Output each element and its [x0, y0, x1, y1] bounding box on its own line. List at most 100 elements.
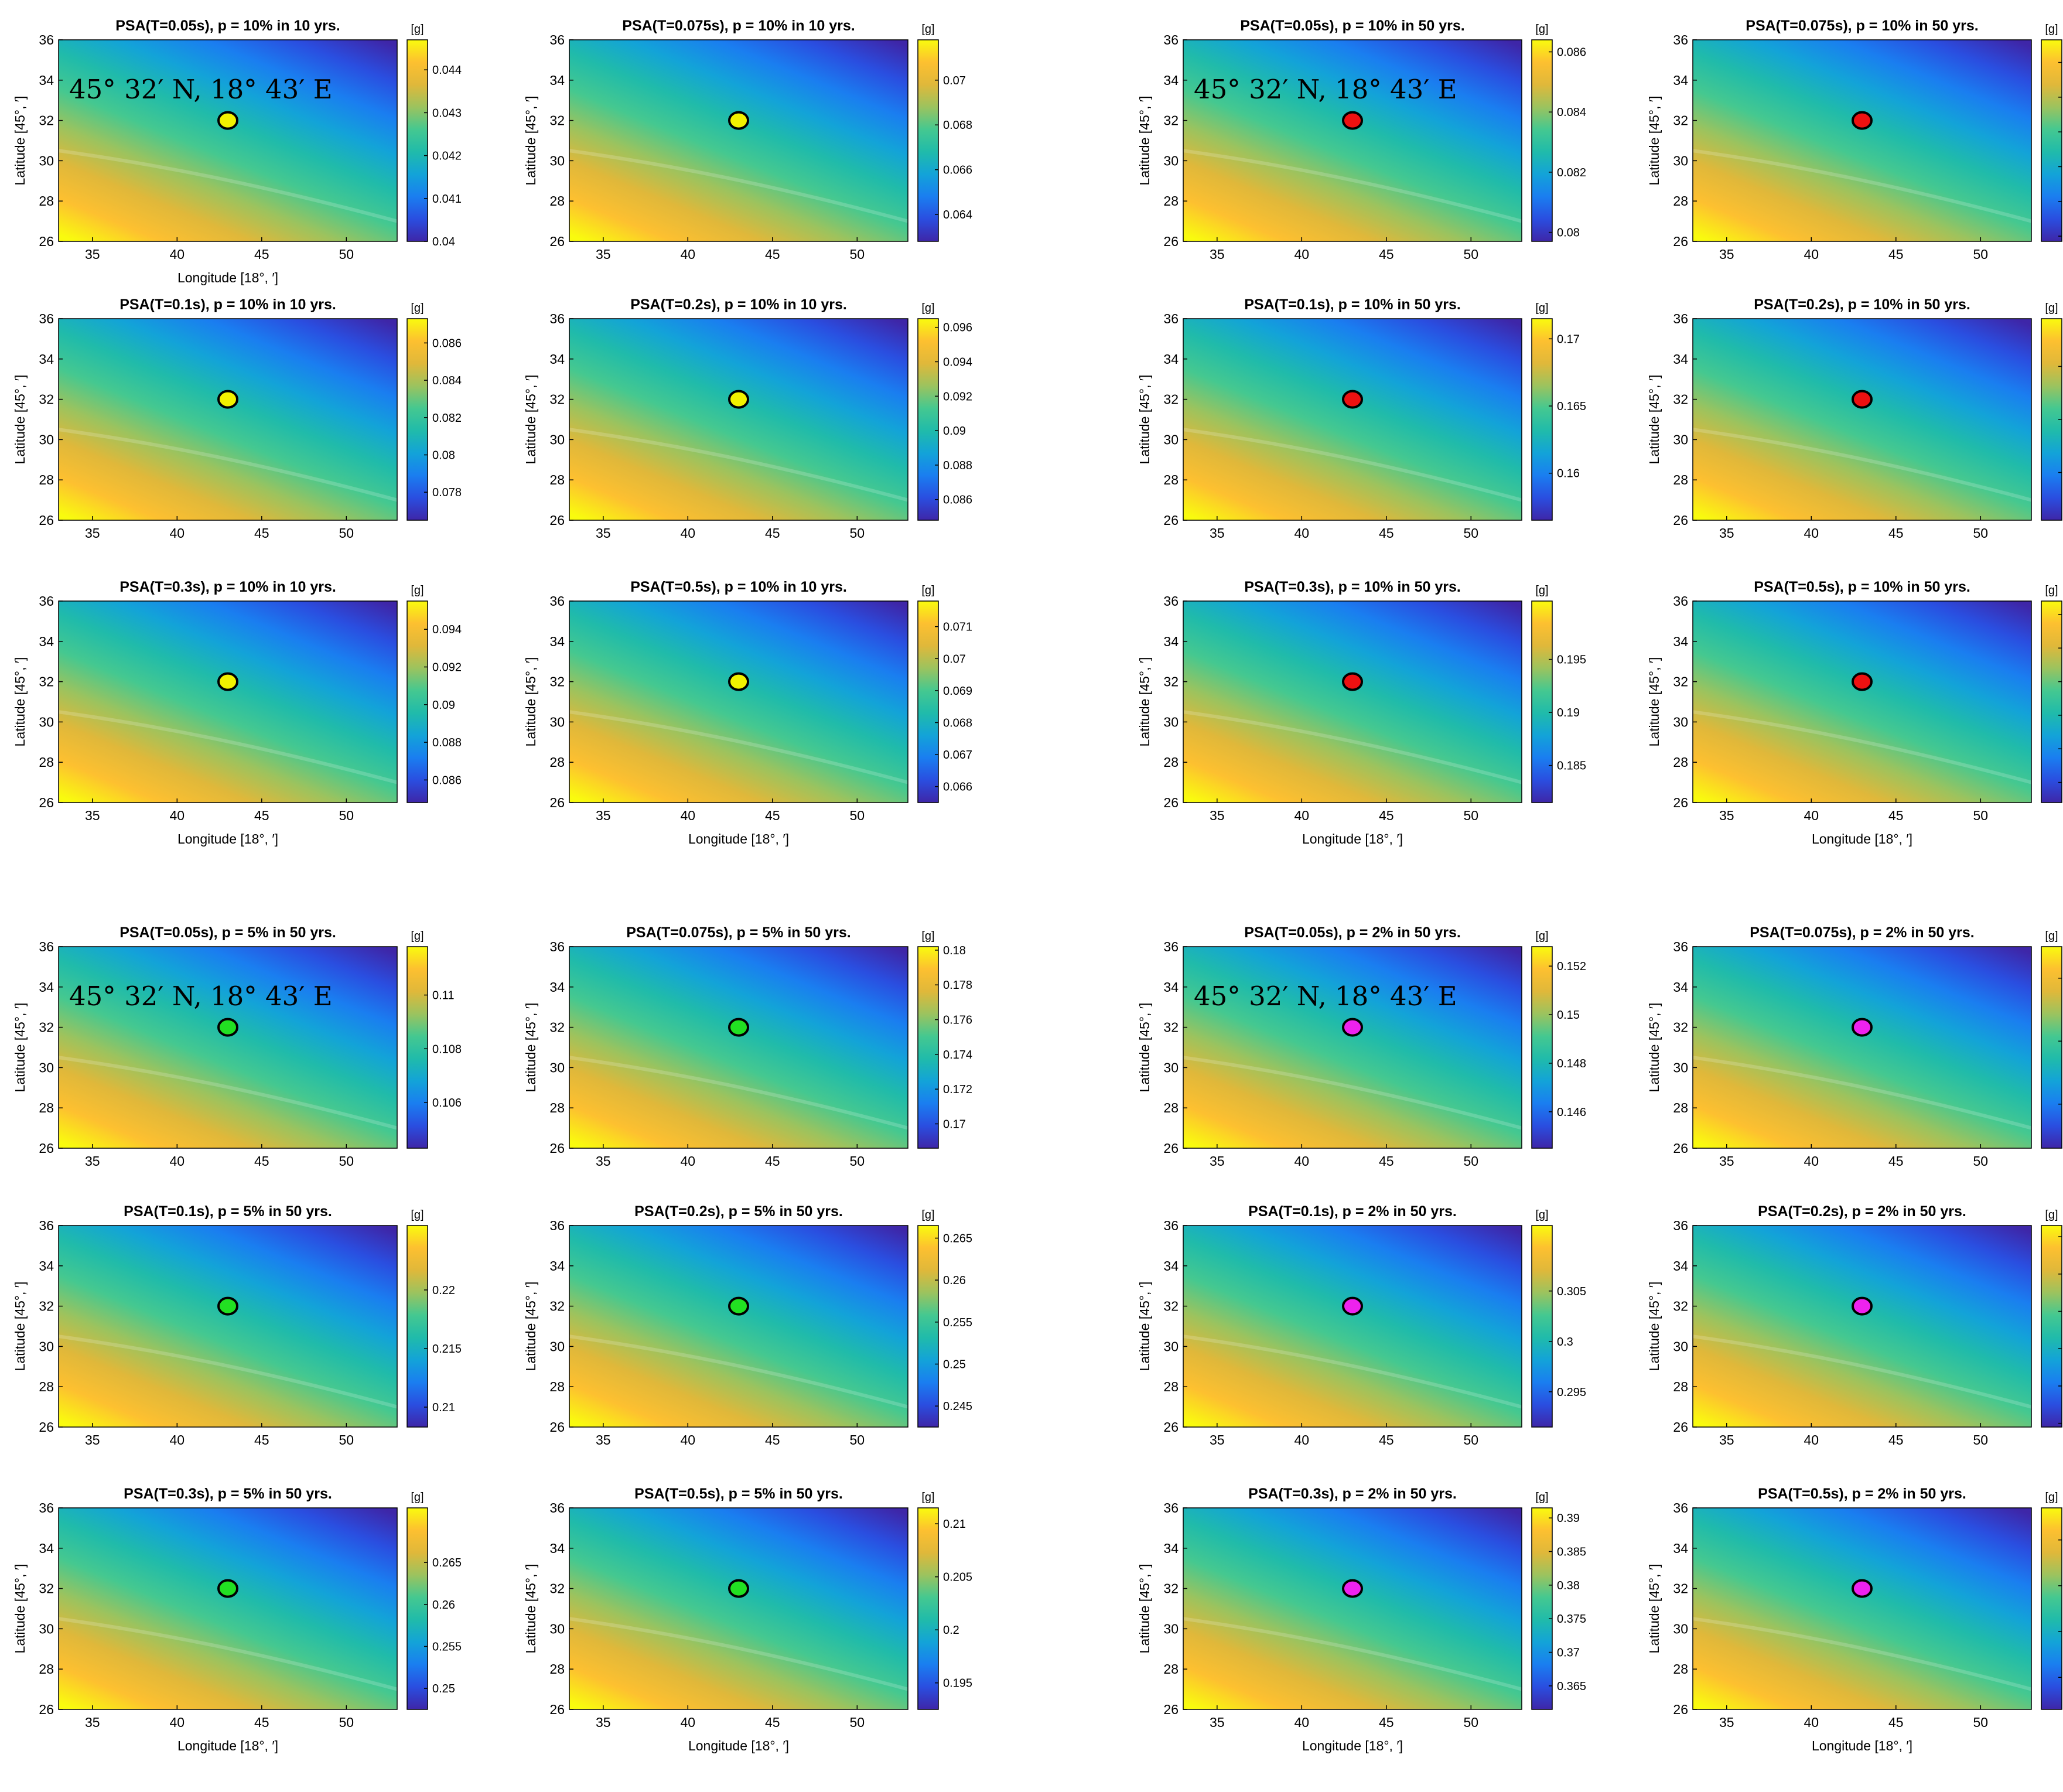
- colorbar-unit-label: [g]: [411, 930, 423, 943]
- colorbar-tick-label: 0.106: [432, 1097, 462, 1110]
- axes-frame: [569, 1225, 908, 1428]
- colorbar-tick-label: 0.094: [432, 623, 462, 636]
- x-tick-label: 50: [1464, 1153, 1479, 1169]
- hazard-field: [1183, 947, 1522, 1148]
- contour-band: [1183, 1334, 1522, 1409]
- colorbar-tick-label: 0.18: [943, 944, 966, 957]
- y-tick-label: 28: [1163, 193, 1179, 209]
- psa-map-panel: PSA(T=0.1s), p = 5% in 50 yrs. 35 40 45 50 26…: [0, 1186, 462, 1508]
- x-tick-label: 40: [1804, 247, 1819, 262]
- site-coordinate-label: 45° 32′ N, 18° 43′ E: [1194, 74, 1457, 105]
- y-tick-label: 32: [1163, 113, 1179, 128]
- x-tick-label: 40: [1295, 1432, 1310, 1448]
- y-tick-label: 26: [39, 795, 54, 810]
- colorbar-tick-label: 0.064: [943, 209, 972, 221]
- y-tick-label: 26: [549, 1141, 565, 1156]
- y-tick-label: 34: [39, 979, 54, 995]
- x-tick-label: 35: [85, 525, 100, 541]
- chart-title: PSA(T=0.075s), p = 2% in 50 yrs.: [1750, 924, 1975, 941]
- x-tick-label: 50: [339, 525, 354, 541]
- y-tick-label: 36: [39, 311, 54, 326]
- y-tick-label: 28: [549, 472, 565, 487]
- colorbar-tick-label: 0.082: [432, 412, 462, 425]
- y-tick-label: 34: [549, 351, 565, 367]
- colorbar-tick-label: 0.215: [432, 1343, 462, 1356]
- site-marker: [1852, 111, 1873, 130]
- colorbar-tick-label: 0.17: [943, 1118, 966, 1131]
- colorbar-tick-label: 0.042: [432, 150, 462, 163]
- y-tick-label: 32: [549, 1299, 565, 1314]
- colorbar-tick-label: 0.066: [943, 781, 972, 794]
- colorbar-unit-label: [g]: [411, 302, 423, 315]
- psa-map-panel: PSA(T=0.05s), p = 10% in 50 yrs. 35 40 45 50…: [1125, 0, 1586, 322]
- x-tick-label: 40: [170, 247, 185, 262]
- y-tick-label: 32: [549, 392, 565, 407]
- x-tick-label: 40: [170, 1432, 185, 1448]
- x-tick-label: 40: [1804, 1715, 1819, 1730]
- psa-map-panel: PSA(T=0.075s), p = 10% in 10 yrs. 35 40 45 5…: [511, 0, 972, 322]
- contour-band: [58, 710, 398, 784]
- colorbar-tick-label: 0.146: [1557, 1106, 1586, 1119]
- chart-title: PSA(T=0.075s), p = 10% in 10 yrs.: [622, 18, 855, 34]
- y-tick-label: 26: [1163, 1141, 1179, 1156]
- colorbar-tick-label: 0.084: [432, 374, 462, 387]
- colorbar-tick-label: 0.19: [1557, 706, 1580, 719]
- psa-map-svg: PSA(T=0.2s), p = 10% in 50 yrs. 35 40 45 50 2…: [1647, 296, 2062, 541]
- colorbar-tick-label: 0.088: [432, 736, 462, 749]
- psa-map-svg: PSA(T=0.075s), p = 2% in 50 yrs. 35 40 45 50…: [1647, 924, 2062, 1169]
- colorbar: [2041, 39, 2062, 242]
- y-tick-label: 36: [39, 593, 54, 609]
- y-tick-label: 28: [1673, 1379, 1688, 1394]
- y-tick-label: 34: [39, 351, 54, 367]
- y-tick-label: 30: [1673, 1621, 1688, 1636]
- y-tick-label: 28: [549, 1379, 565, 1394]
- chart-title: PSA(T=0.2s), p = 10% in 50 yrs.: [1754, 296, 1970, 313]
- y-tick-label: 34: [1163, 634, 1179, 649]
- y-tick-label: 32: [1163, 674, 1179, 690]
- y-tick-label: 28: [549, 1100, 565, 1115]
- x-tick-label: 35: [85, 1432, 100, 1448]
- x-tick-label: 40: [170, 525, 185, 541]
- y-tick-label: 26: [549, 1702, 565, 1717]
- axes-frame: [1183, 318, 1522, 521]
- colorbar-tick-label: 0.39: [1557, 1512, 1580, 1525]
- chart-title: PSA(T=0.075s), p = 5% in 50 yrs.: [626, 924, 851, 941]
- x-tick-label: 35: [1210, 525, 1225, 541]
- y-tick-label: 36: [1673, 1500, 1688, 1515]
- y-tick-label: 36: [1163, 311, 1179, 326]
- site-coordinate-label: 45° 32′ N, 18° 43′ E: [69, 981, 333, 1012]
- site-marker: [728, 1018, 749, 1037]
- psa-map-svg: PSA(T=0.3s), p = 2% in 50 yrs. 35 40 45 50 26…: [1137, 1486, 1586, 1753]
- colorbar-tick-label: 0.04: [432, 235, 455, 248]
- x-tick-label: 35: [1210, 1432, 1225, 1448]
- y-axis-label: Latitude [45°, ′]: [12, 96, 28, 186]
- x-tick-label: 45: [765, 1153, 780, 1169]
- axes-frame: [1692, 39, 2032, 242]
- psa-map-panel: PSA(T=0.05s), p = 10% in 10 yrs. 35 40 45 50…: [0, 0, 462, 322]
- y-tick-label: 36: [1163, 1218, 1179, 1233]
- x-tick-label: 35: [596, 808, 611, 823]
- axes-frame: [1692, 946, 2032, 1149]
- y-tick-label: 34: [1673, 351, 1688, 367]
- y-tick-label: 36: [549, 311, 565, 326]
- colorbar-tick-label: 0.305: [1557, 1285, 1586, 1298]
- contour-band: [569, 1617, 908, 1691]
- hazard-field: [59, 319, 397, 520]
- colorbar-unit-label: [g]: [1535, 584, 1548, 597]
- y-tick-label: 36: [1163, 1500, 1179, 1515]
- y-tick-label: 26: [1673, 1702, 1688, 1717]
- colorbar: [917, 318, 939, 521]
- y-tick-label: 28: [549, 755, 565, 770]
- colorbar-tick-label: 0.044: [432, 64, 462, 77]
- x-tick-label: 40: [1804, 808, 1819, 823]
- colorbar-tick-label: 0.195: [943, 1677, 972, 1690]
- psa-map-panel: PSA(T=0.05s), p = 5% in 50 yrs. 35 40 45 50 2…: [0, 907, 462, 1229]
- colorbar-tick-label: 0.094: [943, 356, 972, 369]
- x-tick-label: 45: [254, 1715, 269, 1730]
- colorbar-tick-label: 0.068: [943, 716, 972, 729]
- x-tick-label: 50: [850, 525, 865, 541]
- hazard-field: [1693, 1226, 2031, 1427]
- psa-map-panel: PSA(T=0.3s), p = 10% in 50 yrs. 35 40 45 50 2…: [1125, 561, 1586, 883]
- x-tick-label: 40: [681, 247, 696, 262]
